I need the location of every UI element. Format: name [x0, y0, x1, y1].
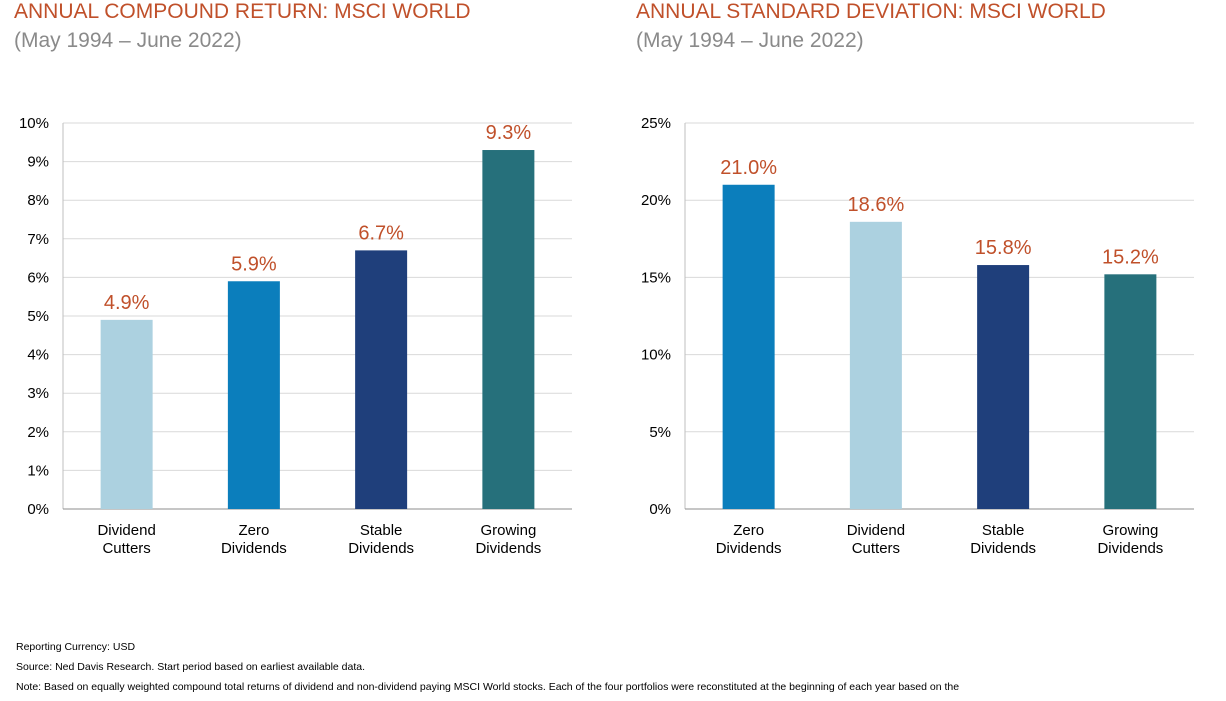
return-ytick-label: 0% [27, 501, 49, 518]
return-ytick-label: 10% [19, 115, 49, 132]
stddev-value-label: 15.8% [975, 237, 1032, 259]
stddev-category-label: Growing Dividends [1097, 522, 1163, 557]
stddev-ytick-label: 25% [641, 115, 671, 132]
return-category-label: Growing Dividends [475, 522, 541, 557]
return-ytick-label: 4% [27, 347, 49, 364]
stddev-bar [977, 265, 1030, 509]
chart-subtitle-stddev: (May 1994 – June 2022) [636, 29, 864, 52]
return-category-label: Stable Dividends [348, 522, 414, 557]
methodology-note: Note: Based on equally weighted compound… [16, 681, 960, 694]
reporting-currency-note: Reporting Currency: USD [16, 641, 136, 653]
return-ytick-label: 2% [27, 424, 49, 441]
return-bar [227, 281, 280, 509]
return-bar [100, 319, 153, 509]
stddev-value-label: 18.6% [848, 194, 905, 216]
return-value-label: 6.7% [358, 222, 404, 244]
stddev-ytick-label: 15% [641, 269, 671, 286]
return-category-label: Dividend Cutters [97, 522, 155, 557]
return-category-label: Zero Dividends [221, 522, 287, 557]
return-ytick-label: 6% [27, 269, 49, 286]
return-ytick-label: 1% [27, 462, 49, 479]
stddev-ytick-label: 5% [649, 424, 671, 441]
return-bar-chart: 0% 1% 2% 3% 4% 5% 6% 7% 8% 9% 10% 4.9% Dividend Cutte… [19, 115, 572, 557]
return-ytick-label: 3% [27, 385, 49, 402]
source-note: Source: Ned Davis Research. Start period… [16, 661, 366, 674]
return-ytick-label: 7% [27, 231, 49, 248]
return-value-label: 4.9% [104, 292, 150, 314]
stddev-value-label: 15.2% [1102, 246, 1159, 268]
stddev-category-label: Dividend Cutters [847, 522, 905, 557]
stddev-ytick-label: 20% [641, 192, 671, 209]
chart-title-stddev: ANNUAL STANDARD DEVIATION: MSCI WORLD [636, 0, 1106, 23]
return-ytick-label: 8% [27, 192, 49, 209]
stddev-bar [849, 221, 902, 510]
stddev-category-label: Zero Dividends [716, 522, 782, 557]
stddev-ytick-label: 0% [649, 501, 671, 518]
return-value-label: 9.3% [486, 122, 532, 144]
stddev-value-label: 21.0% [720, 157, 777, 179]
return-value-label: 5.9% [231, 253, 277, 275]
return-bar [355, 250, 408, 509]
chart-title-return: ANNUAL COMPOUND RETURN: MSCI WORLD [14, 0, 471, 23]
stddev-bar-chart: 0% 5% 10% 15% 20% 25% 21.0% Zero Dividends 18.6% D… [641, 115, 1194, 557]
stddev-bar [722, 184, 775, 509]
stddev-bar [1104, 274, 1157, 509]
return-ytick-label: 9% [27, 154, 49, 171]
footnotes: Reporting Currency: USD Source: Ned Davi… [16, 641, 959, 701]
return-bar [482, 150, 535, 509]
chart-subtitle-return: (May 1994 – June 2022) [14, 29, 242, 52]
return-ytick-label: 5% [27, 308, 49, 325]
stddev-ytick-label: 10% [641, 347, 671, 364]
stddev-category-label: Stable Dividends [970, 522, 1036, 557]
